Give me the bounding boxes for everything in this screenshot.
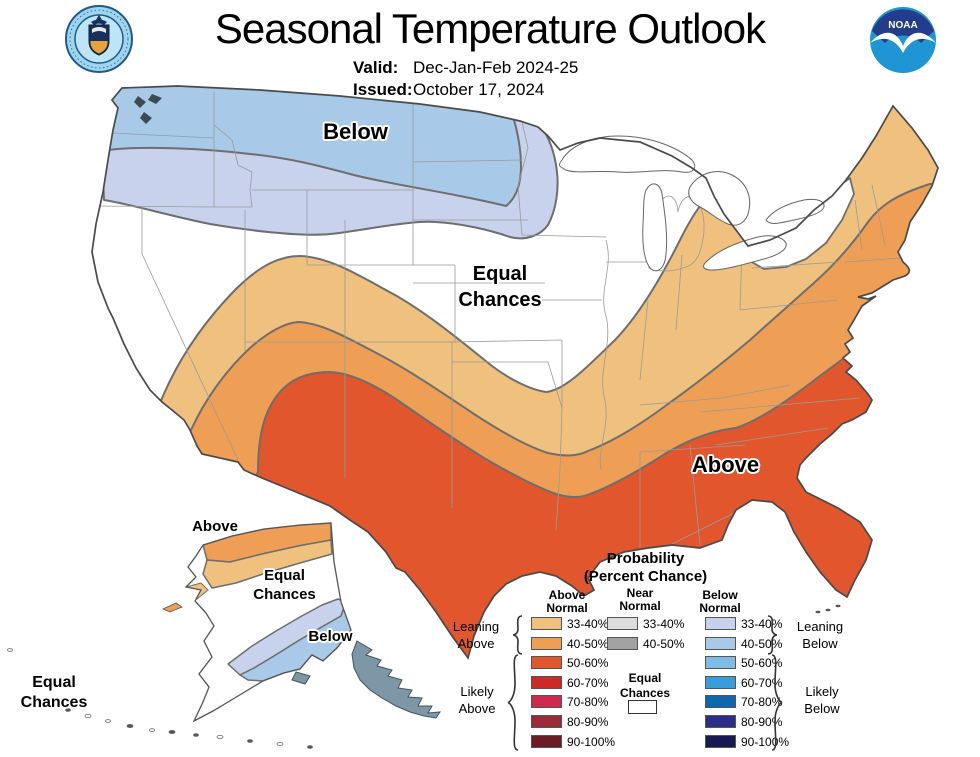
legend-row-label: 60-70% bbox=[567, 676, 609, 690]
legend-row-label: 40-50% bbox=[643, 637, 685, 651]
legend-swatch bbox=[607, 637, 638, 650]
legend-row-label: 80-90% bbox=[741, 715, 783, 729]
issued-label: Issued: bbox=[353, 80, 413, 99]
state-borders bbox=[95, 92, 901, 551]
lake-superior bbox=[558, 135, 696, 173]
legend-swatch bbox=[705, 695, 736, 708]
noaa-gull-icon bbox=[870, 32, 936, 53]
legend-column-near-normal: Near Normal bbox=[619, 586, 661, 613]
legend-swatch bbox=[705, 656, 736, 669]
legend-title: Probability (Percent Chance) bbox=[583, 550, 708, 585]
legend-row-label: 33-40% bbox=[567, 617, 609, 631]
legend-equal-chances-swatch bbox=[628, 700, 657, 714]
legend-likely-below-label: Likely Below bbox=[804, 684, 840, 716]
leaning-above-brace bbox=[512, 615, 523, 655]
legend-equal-chances-label: Equal Chances bbox=[619, 671, 671, 700]
lake-ontario bbox=[765, 198, 825, 224]
legend-swatch bbox=[705, 676, 736, 689]
valid-value: Dec-Jan-Feb 2024-25 bbox=[413, 58, 579, 77]
legend-row-label: 33-40% bbox=[643, 617, 685, 631]
valid-label: Valid: bbox=[353, 58, 399, 77]
issued-value: October 17, 2024 bbox=[413, 80, 545, 99]
florida-keys bbox=[815, 604, 841, 614]
legend-swatch bbox=[531, 715, 562, 728]
map-label-equal-chances: Equal Chances bbox=[458, 263, 542, 311]
issued-row: Issued: October 17, 2024 bbox=[353, 80, 544, 100]
legend-swatch bbox=[705, 637, 736, 650]
aleutian-islands bbox=[7, 648, 313, 749]
noaa-logo: NOAA bbox=[870, 7, 936, 73]
kodiak-island bbox=[291, 671, 311, 685]
legend-swatch bbox=[531, 676, 562, 689]
alaska-label-above: Above bbox=[192, 518, 238, 535]
legend-swatch bbox=[531, 617, 562, 630]
alaska-above-33-40 bbox=[202, 539, 333, 589]
legend-swatch bbox=[705, 735, 736, 748]
department-of-commerce-seal bbox=[65, 5, 133, 73]
legend-swatch bbox=[705, 715, 736, 728]
map-label-above: Above bbox=[691, 452, 760, 477]
legend-leaning-below-label: Leaning Below bbox=[796, 619, 844, 651]
legend-row-label: 60-70% bbox=[741, 676, 783, 690]
legend-row-label: 70-80% bbox=[741, 695, 783, 709]
lake-huron bbox=[688, 171, 751, 226]
alaska-panhandle bbox=[351, 640, 441, 719]
valid-row: Valid: Dec-Jan-Feb 2024-25 bbox=[353, 58, 578, 78]
page-title: Seasonal Temperature Outlook bbox=[214, 5, 766, 52]
legend-row-label: 90-100% bbox=[741, 735, 790, 749]
legend-swatch bbox=[531, 735, 562, 748]
lake-erie bbox=[703, 235, 787, 271]
legend-row-label: 80-90% bbox=[567, 715, 609, 729]
seal-eagle-icon bbox=[91, 15, 107, 25]
legend-swatch bbox=[531, 695, 562, 708]
likely-below-brace bbox=[771, 654, 783, 751]
legend-swatch bbox=[705, 617, 736, 630]
legend-row-label: 50-60% bbox=[741, 656, 783, 670]
puget-islands bbox=[134, 94, 162, 124]
great-lakes bbox=[558, 135, 825, 272]
st-lawrence-island bbox=[162, 602, 183, 613]
lake-michigan bbox=[642, 183, 668, 272]
likely-above-brace bbox=[507, 654, 519, 751]
hawaii-label-equal-chances: Equal Chances bbox=[20, 674, 88, 711]
alaska-label-below: Below bbox=[308, 628, 353, 645]
legend-swatch bbox=[607, 617, 638, 630]
legend-swatch bbox=[531, 637, 562, 650]
alaska-label-equal-chances: Equal Chances bbox=[253, 567, 316, 603]
legend-likely-above-label: Likely Above bbox=[458, 684, 496, 716]
legend-column-above-normal: Above Normal bbox=[546, 588, 588, 615]
legend-row-label: 40-50% bbox=[567, 637, 609, 651]
legend-row-label: 90-100% bbox=[567, 735, 616, 749]
map-label-below: Below bbox=[323, 119, 388, 144]
legend-column-below-normal: Below Normal bbox=[699, 588, 741, 615]
noaa-logo-text: NOAA bbox=[888, 20, 917, 31]
legend-row-label: 50-60% bbox=[567, 656, 609, 670]
legend-leaning-above-label: Leaning Above bbox=[452, 619, 500, 651]
legend-row-label: 70-80% bbox=[567, 695, 609, 709]
legend-swatch bbox=[531, 656, 562, 669]
leaning-below-brace bbox=[767, 615, 778, 655]
